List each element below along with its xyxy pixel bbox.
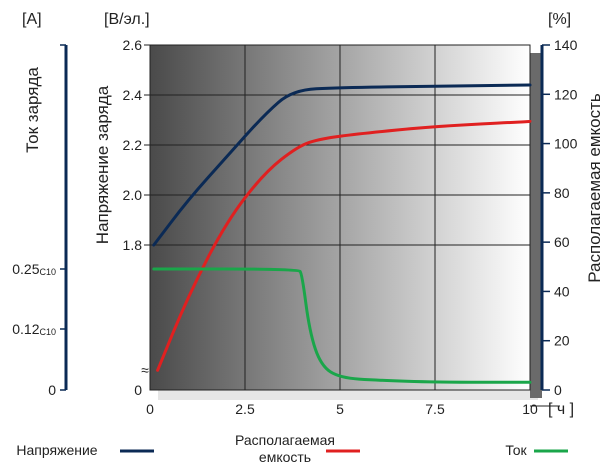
capacity-tick-label-5: 40 bbox=[554, 283, 570, 299]
x-axis-unit-label: [ ч ] bbox=[548, 401, 574, 418]
capacity-tick-label-0: 140 bbox=[554, 37, 578, 53]
series-line-current bbox=[152, 267, 532, 384]
current-tick-label-1: 0.12C10 bbox=[12, 321, 56, 337]
voltage-tick-label-2: 2.2 bbox=[123, 137, 143, 153]
voltage-tick-label-5: 0 bbox=[134, 382, 142, 398]
x-tick-label-4: 10 bbox=[522, 401, 538, 417]
voltage-tick-label-3: 2.0 bbox=[123, 187, 143, 203]
x-tick-label-1: 2.5 bbox=[235, 401, 255, 417]
capacity-tick-label-7: 0 bbox=[554, 382, 562, 398]
legend-current-label: Ток bbox=[505, 442, 527, 458]
capacity-tick-label-4: 60 bbox=[554, 234, 570, 250]
current-axis-title: Ток заряда bbox=[23, 67, 42, 153]
legend-capacity-label: Располагаемая емкость bbox=[235, 432, 335, 465]
x-tick-label-2: 5 bbox=[336, 401, 344, 417]
capacity-tick-label-3: 80 bbox=[554, 185, 570, 201]
voltage-tick-label-4: 1.8 bbox=[123, 237, 143, 253]
x-tick-label-3: 7.5 bbox=[425, 401, 445, 417]
current-unit-label: [A] bbox=[22, 11, 42, 28]
x-tick-label-0: 0 bbox=[146, 401, 154, 417]
current-tick-label-0: 0.25C10 bbox=[12, 261, 56, 277]
voltage-tick-label-1: 2.4 bbox=[123, 87, 143, 103]
legend-voltage-label: Напряжение bbox=[16, 442, 97, 458]
capacity-tick-label-1: 120 bbox=[554, 86, 578, 102]
axis-break-mark: ≈ bbox=[141, 362, 149, 378]
capacity-unit-label: [%] bbox=[548, 11, 571, 28]
capacity-tick-label-2: 100 bbox=[554, 136, 578, 152]
capacity-tick-label-6: 20 bbox=[554, 333, 570, 349]
voltage-axis-title: Напряжение заряда bbox=[93, 85, 112, 244]
voltage-tick-label-0: 2.6 bbox=[123, 37, 143, 53]
series-line-capacity bbox=[156, 119, 532, 372]
capacity-axis-title: Располагаемая емкость bbox=[585, 93, 604, 283]
voltage-unit-label: [В/эл.] bbox=[104, 11, 150, 28]
plot-shadow-right bbox=[530, 53, 542, 398]
current-tick-label-2: 0 bbox=[48, 382, 56, 398]
plot-frame bbox=[149, 44, 531, 391]
series-line-voltage bbox=[152, 83, 532, 247]
